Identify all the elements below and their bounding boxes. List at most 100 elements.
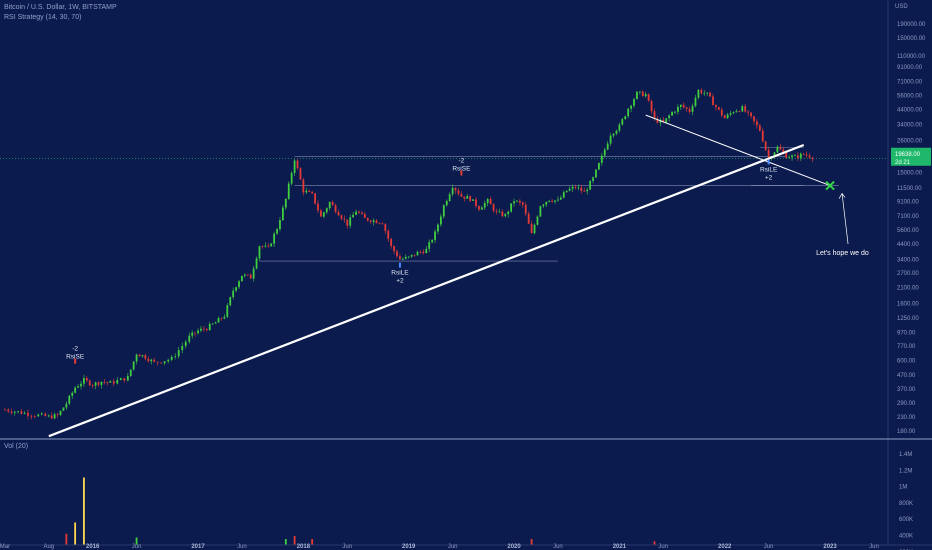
y-tick-label: 2700.00 [897,271,919,277]
candle-body [135,354,138,362]
candle-body [235,287,237,291]
candle-body [375,220,378,224]
candle-body [750,112,752,117]
candle-body [717,107,720,110]
candle-body [290,172,293,184]
candle-body [340,215,343,219]
y-tick-label: 71000.00 [897,80,923,86]
candle-body [633,99,635,106]
candle-body [177,350,180,357]
candle-body [170,356,173,360]
x-tick-label: 2019 [402,544,416,550]
y-tick-label: 150000.00 [897,36,926,42]
candle-body [723,115,726,119]
candle-body [328,202,331,209]
candle-body [416,251,419,256]
candle-body [410,254,413,257]
candle-body [653,111,656,119]
candle-body [744,106,747,112]
x-tick-label: 2022 [718,544,732,550]
x-tick-label: Aug [43,544,54,550]
candle-body [343,218,346,220]
y-unit-label: USD [895,4,908,10]
signal-label: RsiSE [452,166,471,173]
candle-body [44,413,47,417]
candle-body [126,376,129,381]
candle-body [586,189,589,192]
signal-label: +2 [396,278,404,285]
trendline [48,143,805,438]
candle-body [284,198,287,208]
candle-body [53,414,56,419]
candle-body [445,200,448,206]
y-tick-label: 2100.00 [897,285,919,291]
candle-body [68,395,71,404]
candle-body [513,201,515,204]
candle-body [74,387,77,393]
trendline [645,114,831,187]
candle-body [498,211,501,213]
candle-body [773,152,776,158]
y-tick-label: 9100.00 [897,200,919,206]
y-tick-label: 770.00 [897,344,916,350]
candle-body [311,191,314,194]
candle-body [261,246,264,248]
x-tick-label: Jun [132,544,142,550]
x-tick-label: 2021 [613,544,627,550]
candle-body [59,410,62,416]
candle-body [200,328,202,331]
candle-body [434,231,436,241]
candle-body [331,202,334,206]
y-tick-label: 1600.00 [897,301,919,307]
candle-body [794,155,796,157]
candle-body [788,157,790,159]
x-tick-label: Jun [237,544,247,550]
candle-body [141,355,144,357]
candle-body [62,407,65,411]
candle-body [80,383,82,387]
candle-body [150,359,153,362]
y-tick-label: 56000.00 [897,93,923,99]
candle-body [226,305,229,317]
candle-body [486,199,489,204]
candle-body [103,381,106,383]
candle-body [504,214,507,217]
candle-body [229,297,232,306]
candle-body [4,409,6,411]
candle-body [369,220,372,223]
candle-body [264,245,267,247]
target-marker [825,180,835,191]
candle-body [609,135,612,144]
candle-body [799,153,802,159]
candle-body [700,89,703,94]
candle-body [23,412,26,414]
candle-body [618,124,621,131]
volume-label[interactable]: Vol (20) [4,443,29,450]
candle-body [358,211,360,213]
candle-body [273,233,276,244]
candle-body [132,361,135,370]
candle-body [677,106,679,112]
candle-body [65,403,68,408]
candle-body [7,409,10,412]
candle-body [802,153,805,155]
candle-body [659,119,662,123]
candle-body [243,274,246,276]
candle-body [299,168,302,180]
candle-body [551,200,553,202]
chart-title: Bitcoin / U.S. Dollar, 1W, BITSTAMP [4,4,117,11]
note-text: Let's hope we do [816,250,869,257]
candle-body [287,183,290,199]
candle-body [442,205,445,217]
candle-body [214,322,217,324]
candle-body [603,149,606,156]
indicator-label[interactable]: RSI Strategy (14, 30, 70) [4,14,82,21]
candle-body [460,193,463,197]
candle-body [232,290,235,298]
candle-body [627,108,630,117]
y-tick-label: 5600.00 [897,228,919,234]
signal-label: RsiSE [66,354,85,361]
candle-body [109,381,112,383]
